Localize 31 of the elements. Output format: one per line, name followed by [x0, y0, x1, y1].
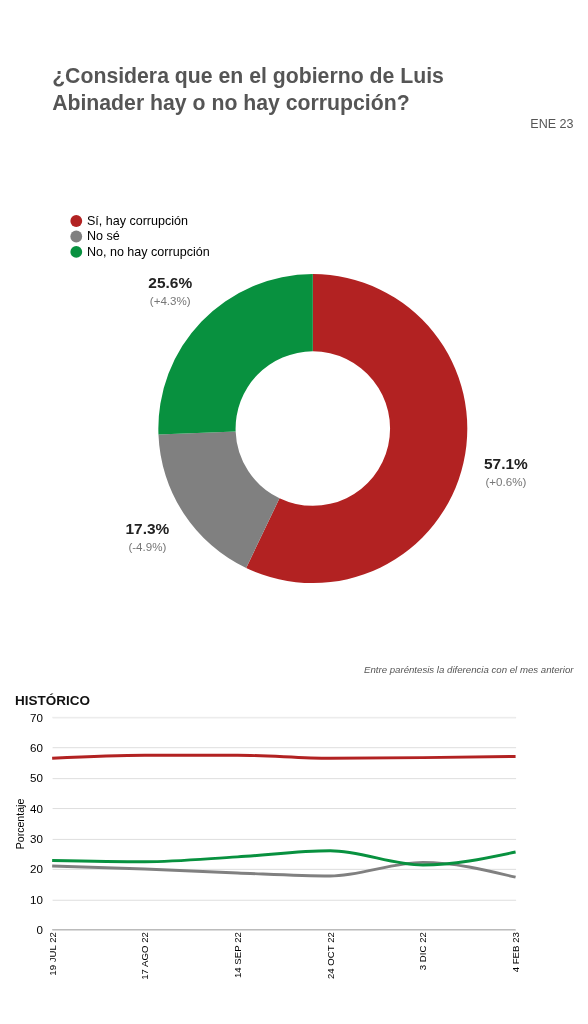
y-tick-label: 50 [30, 772, 43, 785]
text: Entre paréntesis la diferencia con el mes anterior [363, 663, 575, 675]
x-tick-label: 4 FEB 23 [509, 932, 521, 973]
legend-label: Sí, hay corrupción [86, 213, 189, 228]
line-series [50, 849, 518, 867]
x-tick-label: 14 SEP 22 [231, 932, 243, 979]
y-tick-label: 30 [30, 833, 43, 846]
y-axis-title: Porcentaje [14, 798, 27, 850]
y-tick-label: 0 [36, 924, 43, 937]
donut-slice [246, 274, 468, 583]
y-tick-label: 70 [30, 711, 43, 724]
x-tick-label: 3 DIC 22 [417, 932, 429, 971]
x-tick-label: 17 AGO 22 [139, 932, 151, 980]
text: ENE 23 [530, 117, 574, 132]
y-tick-label: 10 [30, 893, 43, 906]
x-tick-label: 19 JUL 22 [46, 932, 58, 976]
y-tick-label: 60 [30, 741, 43, 754]
chart-title: HISTÓRICO [15, 692, 91, 708]
line-series [50, 860, 518, 879]
legend-label: No sé [86, 229, 120, 244]
legend-label: No, no hay corrupción [86, 244, 210, 259]
data-label: 25.6% [148, 274, 193, 292]
data-label: 57.1% [483, 455, 529, 473]
text: (+0.6%) [485, 475, 527, 488]
data-label: 17.3% [125, 520, 170, 538]
y-tick-label: 20 [30, 863, 43, 876]
chart-title: ¿Considera que en el gobierno de Luis Abinader hay o no hay corrupción? [52, 63, 444, 115]
text: (-4.9%) [128, 540, 167, 553]
x-tick-label: 24 OCT 22 [324, 932, 336, 980]
y-tick-label: 40 [30, 802, 43, 815]
text: (+4.3%) [149, 294, 191, 307]
